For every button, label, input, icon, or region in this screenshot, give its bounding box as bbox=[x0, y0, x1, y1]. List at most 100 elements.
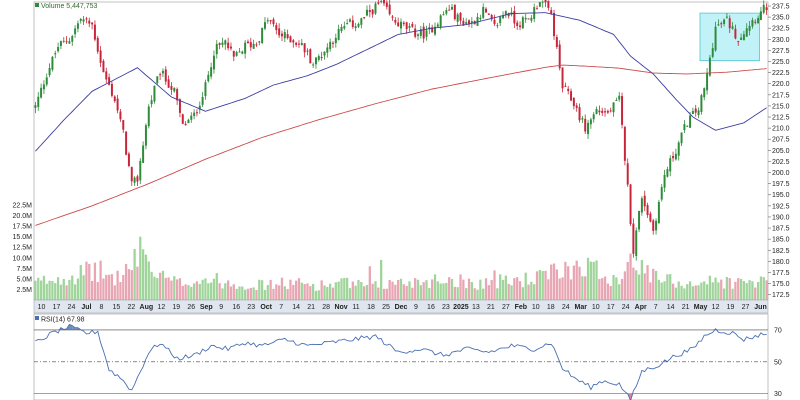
volume-bar bbox=[54, 283, 57, 300]
x-tick-label: 8 bbox=[99, 304, 103, 311]
volume-tick-label: 2.5M bbox=[16, 287, 32, 294]
volume-bar bbox=[289, 279, 292, 300]
volume-bar bbox=[623, 271, 627, 300]
x-tick-label: Jul bbox=[81, 304, 91, 311]
volume-bar bbox=[465, 288, 468, 300]
candle-body bbox=[326, 47, 329, 53]
volume-bar bbox=[224, 283, 227, 300]
candle-body bbox=[411, 23, 414, 27]
candle-body bbox=[57, 47, 60, 52]
volume-bar bbox=[99, 260, 102, 300]
volume-bar bbox=[243, 289, 247, 300]
candle-body bbox=[278, 28, 281, 36]
volume-bar bbox=[547, 279, 550, 300]
volume-bar bbox=[584, 276, 587, 300]
candle-body bbox=[680, 132, 683, 144]
volume-bar bbox=[229, 286, 233, 300]
volume-bar bbox=[408, 281, 411, 300]
volume-bar bbox=[572, 265, 576, 300]
candle-body bbox=[677, 142, 680, 156]
candle-body bbox=[442, 14, 445, 16]
candle-body bbox=[266, 20, 269, 22]
x-axis-band bbox=[33, 299, 769, 314]
candle-body bbox=[309, 49, 312, 64]
volume-bar bbox=[161, 270, 165, 300]
candle-body bbox=[136, 176, 139, 182]
price-tick-label: 197.5 bbox=[772, 181, 790, 188]
x-tick-label: Apr bbox=[635, 304, 647, 311]
volume-bar bbox=[521, 287, 524, 300]
candle-body bbox=[51, 56, 54, 70]
ma-short-line bbox=[35, 12, 767, 152]
candle-body bbox=[306, 50, 309, 52]
volume-bar bbox=[399, 278, 403, 300]
volume-bar bbox=[686, 284, 689, 300]
candle-body bbox=[374, 3, 377, 14]
volume-bar bbox=[365, 285, 369, 300]
candle-body bbox=[42, 84, 45, 90]
candle-body bbox=[110, 83, 113, 96]
price-tick-label: 180.0 bbox=[772, 259, 790, 266]
x-tick-label: 12 bbox=[712, 304, 720, 311]
volume-bar bbox=[683, 288, 686, 300]
candle-body bbox=[184, 123, 187, 126]
candle-body bbox=[759, 11, 762, 20]
volume-bar bbox=[329, 283, 332, 300]
volume-bar bbox=[235, 288, 238, 300]
volume-bar bbox=[317, 290, 320, 300]
volume-bar bbox=[445, 282, 448, 300]
candle-body bbox=[482, 7, 485, 18]
candle-body bbox=[691, 110, 694, 115]
volume-bar bbox=[575, 260, 578, 300]
volume-bar bbox=[297, 278, 301, 300]
x-tick-label: Oct bbox=[260, 304, 272, 311]
volume-bar bbox=[241, 286, 244, 300]
volume-bar bbox=[363, 286, 366, 300]
volume-bar bbox=[371, 283, 374, 300]
volume-bar bbox=[411, 287, 414, 300]
volume-bar bbox=[207, 283, 210, 300]
price-tick-label: 195.0 bbox=[772, 192, 790, 199]
volume-bar bbox=[286, 289, 289, 300]
candle-body bbox=[147, 106, 150, 127]
x-tick-label: 18 bbox=[367, 304, 375, 311]
candle-body bbox=[133, 177, 136, 183]
volume-bar bbox=[113, 285, 116, 300]
volume-bar bbox=[354, 285, 357, 300]
candle-body bbox=[391, 16, 394, 18]
candle-body bbox=[286, 34, 289, 39]
volume-bar bbox=[640, 260, 644, 300]
candle-body bbox=[221, 42, 224, 45]
volume-bar bbox=[348, 288, 352, 300]
volume-bar bbox=[102, 278, 105, 300]
volume-bar bbox=[295, 280, 298, 300]
x-tick-label: 2025 bbox=[453, 304, 469, 311]
candle-body bbox=[337, 28, 340, 40]
volume-bar bbox=[105, 274, 108, 300]
candle-body bbox=[453, 4, 456, 20]
candle-body bbox=[694, 108, 697, 113]
volume-bar bbox=[306, 283, 309, 300]
candle-body bbox=[40, 87, 43, 98]
candle-body bbox=[300, 42, 303, 46]
price-tick-label: 207.5 bbox=[772, 137, 790, 144]
volume-bar bbox=[609, 286, 612, 300]
volume-bar bbox=[385, 288, 388, 300]
volume-bar bbox=[246, 288, 250, 300]
volume-bar bbox=[663, 281, 666, 300]
candle-body bbox=[468, 20, 471, 25]
x-tick-label: 23 bbox=[247, 304, 255, 311]
candle-body bbox=[725, 16, 728, 18]
volume-bar bbox=[280, 277, 284, 300]
candle-body bbox=[666, 169, 669, 177]
candle-body bbox=[71, 36, 74, 42]
volume-bar bbox=[603, 276, 607, 300]
rsi-overbought-fill bbox=[75, 327, 78, 330]
volume-bar bbox=[649, 282, 652, 300]
x-tick-label: Jun bbox=[754, 304, 766, 311]
candle-body bbox=[249, 42, 252, 48]
candle-body bbox=[751, 20, 754, 27]
volume-bar bbox=[215, 273, 218, 300]
x-tick-label: 22 bbox=[127, 304, 135, 311]
